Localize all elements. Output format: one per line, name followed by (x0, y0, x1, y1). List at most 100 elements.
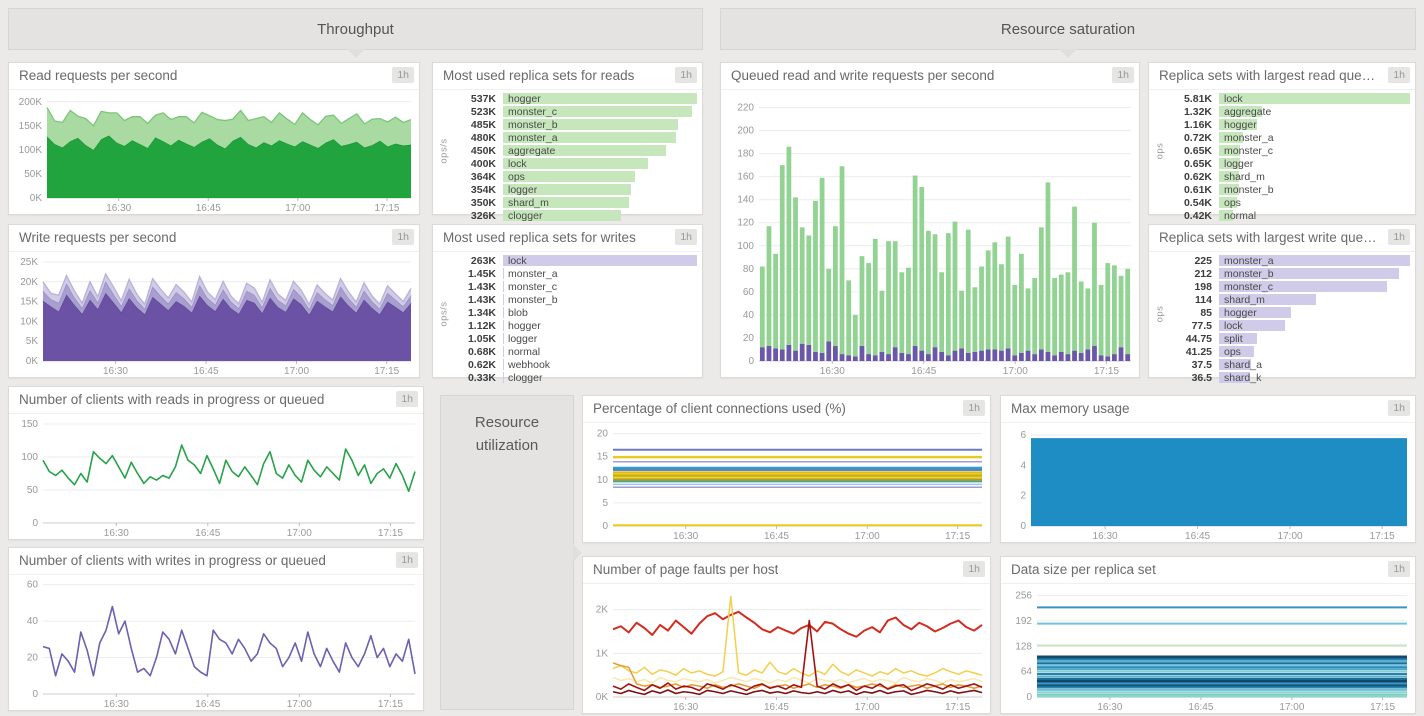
timeframe-badge[interactable]: 1h (1388, 229, 1410, 245)
timeframe-badge[interactable]: 1h (675, 229, 697, 245)
timeframe-badge[interactable]: 1h (963, 400, 985, 416)
toplist-row[interactable]: 198 monster_c (1166, 281, 1410, 293)
toplist-bar-track: monster_c (1219, 281, 1410, 293)
svg-text:20: 20 (743, 333, 755, 344)
toplist-row[interactable]: 0.72K monster_a (1166, 132, 1410, 144)
max-memory-chart[interactable]: 0 2 4 6 16:30 16:45 17:00 17:15 (1001, 422, 1415, 542)
toplist-row[interactable]: 0.62K shard_m (1166, 171, 1410, 183)
toplist-row[interactable]: 354K logger (450, 184, 697, 196)
panel-queued-requests: Queued read and write requests per secon… (720, 62, 1140, 378)
toplist-row[interactable]: 0.65K monster_c (1166, 145, 1410, 157)
svg-text:140: 140 (737, 195, 754, 206)
svg-text:17:15: 17:15 (1094, 366, 1119, 377)
toplist-row[interactable]: 1.43K monster_b (450, 294, 697, 306)
panel-header: Number of clients with writes in progres… (9, 548, 423, 575)
toplist-row[interactable]: 537K hogger (450, 93, 697, 105)
toplist-row[interactable]: 1.45K monster_a (450, 268, 697, 280)
client-connections-chart[interactable]: 0 5 10 15 20 16:30 16:45 17:00 17:15 (583, 422, 990, 542)
toplist-row[interactable]: 1.32K aggregate (1166, 106, 1410, 118)
toplist-row[interactable]: 41.25 ops (1166, 346, 1410, 358)
panel-title: Write requests per second (19, 230, 177, 245)
timeframe-badge[interactable]: 1h (392, 67, 414, 83)
toplist-row[interactable]: 0.68K normal (450, 346, 697, 358)
svg-text:1K: 1K (596, 648, 609, 659)
timeframe-badge[interactable]: 1h (1112, 67, 1134, 83)
toplist-value: 77.5 (1191, 320, 1212, 332)
toplist-row[interactable]: 350K shard_m (450, 197, 697, 209)
toplist-bar-track: lock (503, 158, 697, 170)
toplist-bar (503, 145, 666, 156)
svg-text:17:15: 17:15 (1370, 531, 1395, 542)
toplist-row[interactable]: 44.75 split (1166, 333, 1410, 345)
svg-text:220: 220 (737, 103, 754, 114)
toplist-row[interactable]: 0.65K logger (1166, 158, 1410, 170)
svg-text:17:15: 17:15 (945, 531, 970, 542)
panel-page-faults: Number of page faults per host 1h 0K 1K 2K… (582, 556, 991, 714)
toplist-row[interactable]: 485K monster_b (450, 119, 697, 131)
toplist-row[interactable]: 212 monster_b (1166, 268, 1410, 280)
toplist-bar (503, 119, 679, 130)
toplist-row[interactable]: 326K clogger (450, 210, 697, 222)
toplist-bar (503, 320, 504, 331)
toplist-row[interactable]: 85 hogger (1166, 307, 1410, 319)
timeframe-badge[interactable]: 1h (963, 561, 985, 577)
write-requests-chart[interactable]: 0K 5K 10K 15K 20K 25K 16:30 16:45 17:00 17:15 (9, 251, 419, 377)
header-notch-icon (346, 49, 365, 58)
svg-text:17:00: 17:00 (1278, 531, 1303, 542)
panel-clients-reads: Number of clients with reads in progress… (8, 386, 424, 540)
toplist-row[interactable]: 1.12K hogger (450, 320, 697, 332)
page-faults-chart[interactable]: 0K 1K 2K 16:30 16:45 17:00 17:15 (583, 583, 990, 713)
toplist-label: normal (1224, 210, 1257, 222)
toplist-bar-track: ops (1219, 346, 1410, 358)
toplist-row[interactable]: 0.54K ops (1166, 197, 1410, 209)
timeframe-badge[interactable]: 1h (1388, 400, 1410, 416)
toplist-label: aggregate (508, 145, 556, 157)
panel-title: Queued read and write requests per secon… (731, 68, 995, 83)
toplist-row[interactable]: 5.81K lock (1166, 93, 1410, 105)
toplist-row[interactable]: 523K monster_c (450, 106, 697, 118)
clients-writes-chart[interactable]: 0 20 40 60 16:30 16:45 17:00 17:15 (9, 574, 423, 710)
toplist-row[interactable]: 400K lock (450, 158, 697, 170)
timeframe-badge[interactable]: 1h (396, 552, 418, 568)
svg-text:25K: 25K (20, 257, 38, 268)
toplist-row[interactable]: 450K aggregate (450, 145, 697, 157)
svg-text:5: 5 (602, 498, 608, 509)
toplist-row[interactable]: 0.61K monster_b (1166, 184, 1410, 196)
timeframe-badge[interactable]: 1h (675, 67, 697, 83)
timeframe-badge[interactable]: 1h (392, 229, 414, 245)
toplist-row[interactable]: 1.43K monster_c (450, 281, 697, 293)
data-size-chart[interactable]: 0 64 128 192 256 16:30 16:45 17:00 17:15 (1001, 583, 1415, 713)
toplist-row[interactable]: 0.33K clogger (450, 372, 697, 384)
toplist-row[interactable]: 1.34K blob (450, 307, 697, 319)
toplist-bar (503, 255, 697, 266)
svg-text:60: 60 (743, 287, 755, 298)
toplist-row[interactable]: 1.16K hogger (1166, 119, 1410, 131)
read-requests-chart[interactable]: 0K 50K 100K 150K 200K 16:30 16:45 17:00 17:15 (9, 89, 419, 214)
clients-reads-chart[interactable]: 0 50 100 150 16:30 16:45 17:00 17:15 (9, 413, 423, 539)
y-axis-unit: ops/s (438, 300, 449, 327)
svg-text:16:45: 16:45 (196, 203, 221, 214)
panel-max-memory: Max memory usage 1h 0 2 4 6 16:30 16:45 17:00 1… (1000, 395, 1416, 543)
toplist-row[interactable]: 0.62K webhook (450, 359, 697, 371)
toplist-row[interactable]: 0.42K normal (1166, 210, 1410, 222)
toplist-bar-track: monster_b (503, 119, 697, 131)
toplist-row[interactable]: 225 monster_a (1166, 255, 1410, 267)
toplist-row[interactable]: 1.05K logger (450, 333, 697, 345)
toplist-row[interactable]: 36.5 shard_k (1166, 372, 1410, 384)
toplist-row[interactable]: 480K monster_a (450, 132, 697, 144)
svg-text:17:00: 17:00 (284, 366, 309, 377)
panel-title: Number of clients with reads in progress… (19, 392, 325, 407)
svg-text:16:30: 16:30 (673, 702, 698, 713)
timeframe-badge[interactable]: 1h (1388, 561, 1410, 577)
toplist-value: 85 (1200, 307, 1212, 319)
queued-requests-chart[interactable]: 0 20 40 60 80 100 120 140 160 180 200 220 16:30 16:45… (721, 89, 1139, 377)
toplist-row[interactable]: 364K ops (450, 171, 697, 183)
timeframe-badge[interactable]: 1h (396, 391, 418, 407)
toplist-row[interactable]: 37.5 shard_a (1166, 359, 1410, 371)
svg-text:40: 40 (27, 616, 39, 627)
toplist-row[interactable]: 77.5 lock (1166, 320, 1410, 332)
svg-text:17:15: 17:15 (378, 528, 403, 539)
timeframe-badge[interactable]: 1h (1388, 67, 1410, 83)
toplist-row[interactable]: 114 shard_m (1166, 294, 1410, 306)
toplist-row[interactable]: 263K lock (450, 255, 697, 267)
